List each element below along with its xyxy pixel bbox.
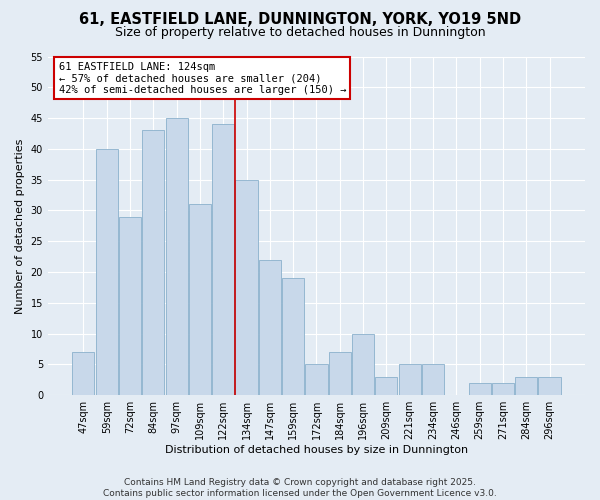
Bar — [515, 376, 537, 395]
Text: 61 EASTFIELD LANE: 124sqm
← 57% of detached houses are smaller (204)
42% of semi: 61 EASTFIELD LANE: 124sqm ← 57% of detac… — [59, 62, 346, 95]
Bar — [282, 278, 304, 395]
Bar — [352, 334, 374, 395]
Bar — [538, 376, 560, 395]
Text: 61, EASTFIELD LANE, DUNNINGTON, YORK, YO19 5ND: 61, EASTFIELD LANE, DUNNINGTON, YORK, YO… — [79, 12, 521, 28]
Bar — [73, 352, 94, 395]
Bar — [329, 352, 351, 395]
Bar — [166, 118, 188, 395]
Bar — [422, 364, 444, 395]
Bar — [469, 383, 491, 395]
Bar — [235, 180, 257, 395]
Bar — [142, 130, 164, 395]
Text: Contains HM Land Registry data © Crown copyright and database right 2025.
Contai: Contains HM Land Registry data © Crown c… — [103, 478, 497, 498]
Bar — [95, 149, 118, 395]
Y-axis label: Number of detached properties: Number of detached properties — [15, 138, 25, 314]
Bar — [492, 383, 514, 395]
Bar — [376, 376, 397, 395]
Bar — [119, 216, 141, 395]
X-axis label: Distribution of detached houses by size in Dunnington: Distribution of detached houses by size … — [165, 445, 468, 455]
Bar — [398, 364, 421, 395]
Bar — [305, 364, 328, 395]
Bar — [189, 204, 211, 395]
Bar — [259, 260, 281, 395]
Text: Size of property relative to detached houses in Dunnington: Size of property relative to detached ho… — [115, 26, 485, 39]
Bar — [212, 124, 235, 395]
